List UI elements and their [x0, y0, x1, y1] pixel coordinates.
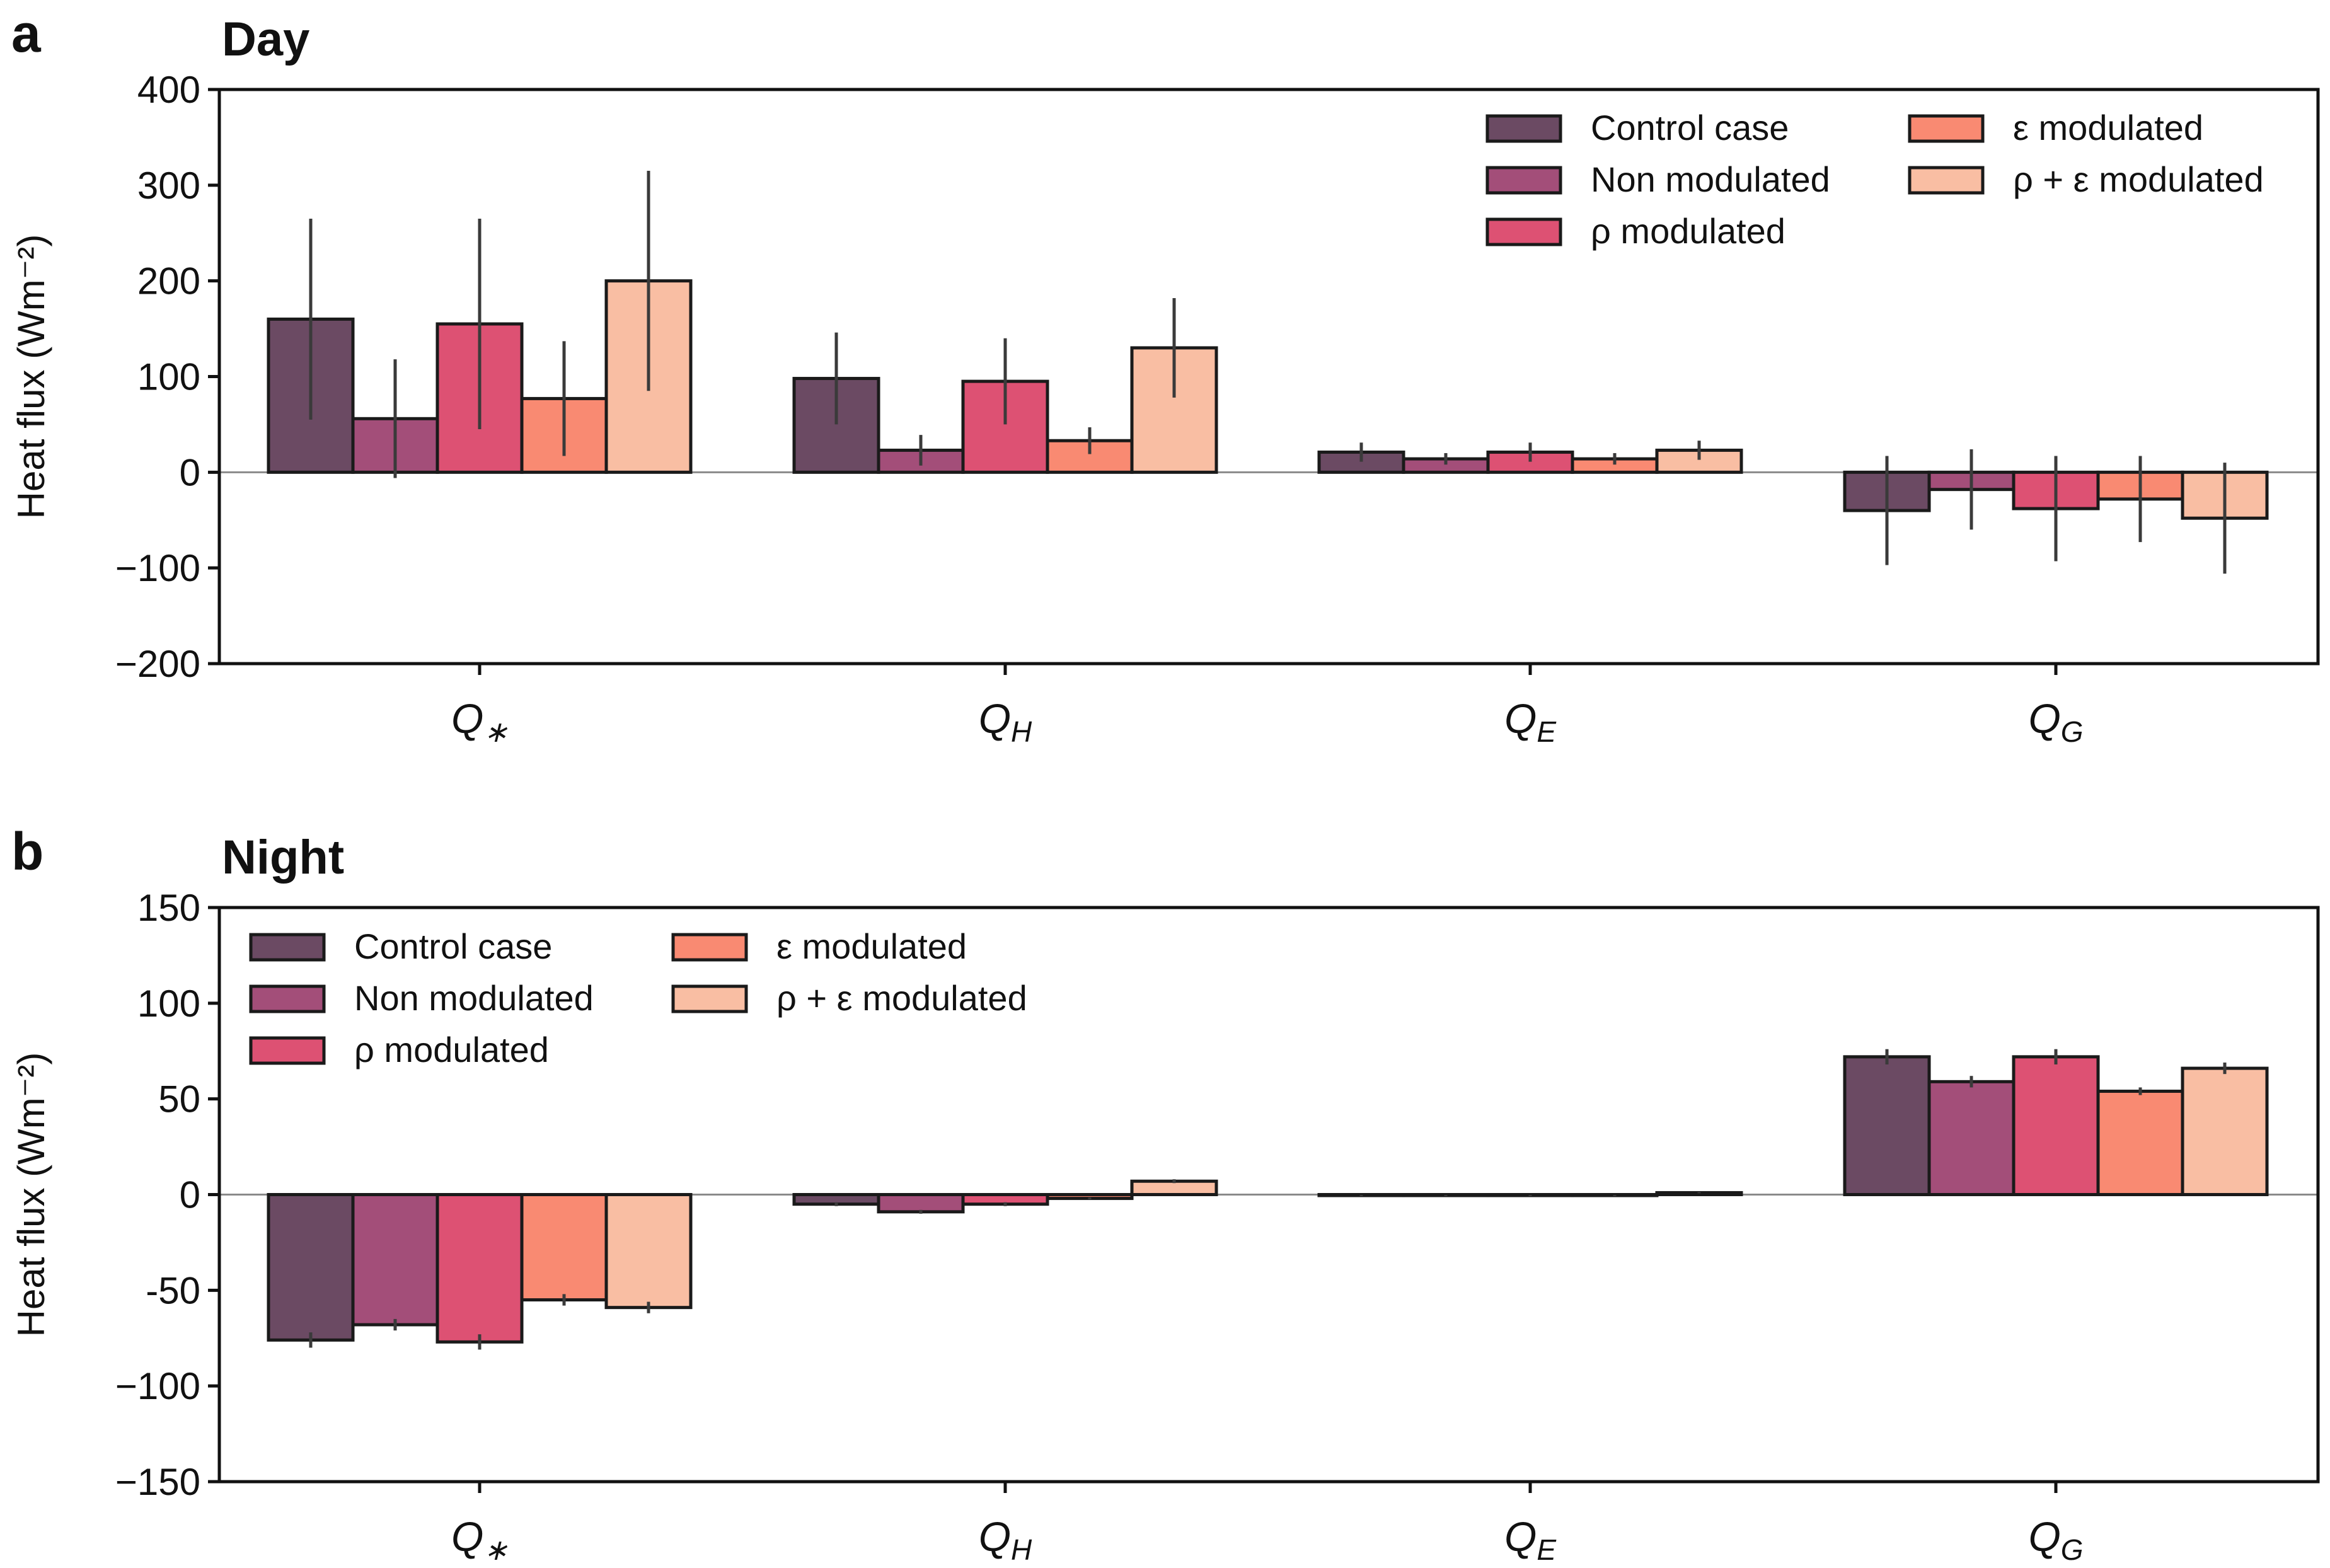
y-tick-label: −100: [115, 1365, 200, 1407]
legend-label: ρ modulated: [354, 1030, 549, 1069]
bar: [2012, 1055, 2100, 1196]
y-tick-label: 0: [180, 1174, 200, 1216]
bar: [2181, 1066, 2269, 1196]
y-tick-label: 300: [137, 164, 200, 207]
bar: [520, 1193, 608, 1302]
bar: [351, 1193, 439, 1327]
bar: [267, 1193, 355, 1342]
bar: [877, 1193, 965, 1214]
legend-swatch: [1908, 166, 1985, 195]
y-tick-label: -50: [146, 1269, 200, 1311]
y-axis-label: Heat flux (Wm⁻²): [10, 234, 52, 519]
bar: [1843, 1055, 1931, 1196]
y-tick-label: −100: [115, 547, 200, 589]
category-label: QH: [979, 1513, 1032, 1566]
category-label: QG: [2028, 695, 2083, 748]
legend: Control case Non modulated ρ modulated ε mo…: [1485, 108, 2264, 251]
y-tick-label: 0: [180, 451, 200, 493]
legend-label: ρ + ε modulated: [2013, 159, 2264, 199]
bar: [435, 1193, 524, 1344]
legend-label: Non modulated: [1591, 159, 1830, 199]
category-label: QE: [1504, 1513, 1557, 1566]
y-tick-label: 100: [137, 356, 200, 398]
legend-swatch: [249, 1036, 326, 1065]
legend-swatch: [249, 933, 326, 962]
legend: Control case Non modulated ρ modulated ε mo…: [249, 926, 1027, 1069]
legend-label: ε modulated: [2013, 108, 2203, 147]
y-tick-label: −150: [115, 1461, 200, 1503]
panel-letter: a: [11, 4, 42, 63]
legend-swatch: [671, 984, 748, 1013]
bar: [1130, 1179, 1218, 1196]
legend-label: ρ modulated: [1591, 211, 1785, 251]
y-tick-label: −200: [115, 643, 200, 685]
legend-swatch: [1485, 166, 1562, 195]
legend-label: Control case: [1591, 108, 1789, 147]
legend-label: ρ + ε modulated: [776, 978, 1027, 1018]
panel-a: a Day −200 −100 0 100 200 300 400 Q∗ QH QE QG Heat fl…: [10, 4, 2320, 748]
plot-frame: [217, 88, 2320, 666]
panel-title: Day: [222, 13, 309, 66]
category-label: QE: [1504, 695, 1557, 748]
category-label: Q∗: [451, 1513, 508, 1566]
panel-letter: b: [11, 822, 43, 881]
bar: [604, 1193, 693, 1310]
legend-label: ε modulated: [776, 926, 967, 966]
y-tick-label: 100: [137, 983, 200, 1025]
bar: [1927, 1080, 2016, 1196]
category-label: Q∗: [451, 695, 508, 748]
y-axis-label: Heat flux (Wm⁻²): [10, 1052, 52, 1337]
panel-b: b Night −150 −100 -50 0 50 100 150 Q∗ QH QE QG Heat f…: [10, 822, 2320, 1566]
legend-label: Non modulated: [354, 978, 594, 1018]
legend-label: Control case: [354, 926, 552, 966]
category-label: QG: [2028, 1513, 2083, 1566]
legend-swatch: [249, 984, 326, 1013]
legend-swatch: [1485, 217, 1562, 246]
category-label: QH: [979, 695, 1032, 748]
y-tick-label: 400: [137, 69, 200, 111]
legend-swatch: [671, 933, 748, 962]
bar: [2096, 1090, 2184, 1197]
y-tick-label: 150: [137, 887, 200, 929]
legend-swatch: [1485, 114, 1562, 143]
y-tick-label: 50: [158, 1078, 200, 1121]
y-tick-label: 200: [137, 260, 200, 303]
legend-swatch: [1908, 114, 1985, 143]
panel-title: Night: [222, 831, 344, 884]
